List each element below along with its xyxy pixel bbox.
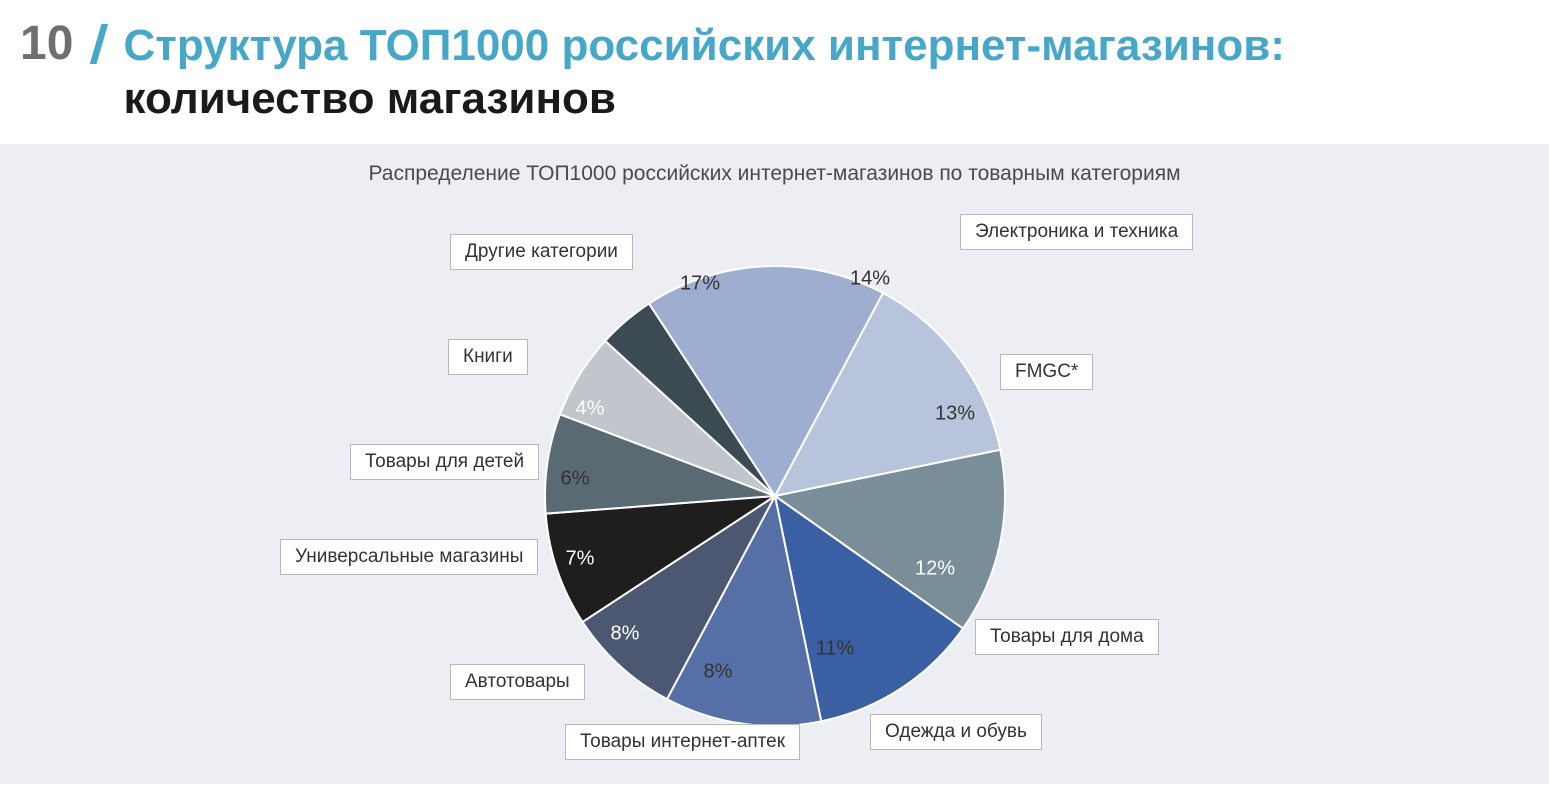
pie-slices	[545, 266, 1005, 726]
category-label: FMGC*	[1000, 354, 1093, 390]
category-label: Другие категории	[450, 234, 633, 270]
percent-label: 8%	[704, 660, 733, 683]
slide-title: Структура ТОП1000 российских интернет-ма…	[124, 20, 1519, 126]
chart-area: Распределение ТОП1000 российских интерне…	[0, 144, 1549, 784]
category-label: Электроника и техника	[960, 214, 1193, 250]
slide-number: 10	[20, 20, 73, 68]
percent-label: 12%	[915, 557, 955, 580]
pie-svg	[535, 256, 1015, 736]
category-label: Одежда и обувь	[870, 714, 1042, 750]
percent-label: 7%	[566, 547, 595, 570]
category-label: Книги	[448, 339, 528, 375]
percent-label: 8%	[611, 622, 640, 645]
percent-label: 13%	[935, 402, 975, 425]
percent-label: 17%	[680, 272, 720, 295]
percent-label: 14%	[850, 267, 890, 290]
category-label: Товары для детей	[350, 444, 539, 480]
title-part-blue: Структура ТОП1000 российских интернет-ма…	[124, 21, 1285, 70]
category-label: Товары интернет-аптек	[565, 724, 800, 760]
percent-label: 4%	[576, 397, 605, 420]
category-label: Товары для дома	[975, 619, 1159, 655]
percent-label: 11%	[816, 637, 855, 660]
category-label: Автотовары	[450, 664, 585, 700]
title-part-black: количество магазинов	[124, 74, 616, 123]
percent-label: 6%	[561, 467, 590, 490]
chart-title: Распределение ТОП1000 российских интерне…	[0, 144, 1549, 186]
slide: 10 Структура ТОП1000 российских интернет…	[0, 0, 1549, 785]
slide-header: 10 Структура ТОП1000 российских интернет…	[0, 0, 1549, 126]
category-label: Универсальные магазины	[280, 539, 538, 575]
slash-icon	[83, 20, 108, 68]
pie-chart	[535, 256, 1015, 736]
